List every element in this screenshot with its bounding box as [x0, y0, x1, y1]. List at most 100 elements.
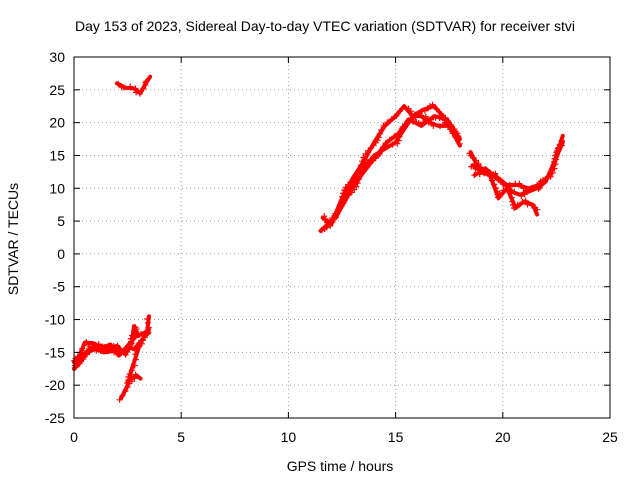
data-point [511, 205, 518, 212]
data-point [496, 190, 503, 197]
data-point [122, 388, 129, 395]
data-point [140, 331, 147, 338]
data-point [144, 319, 151, 326]
x-tick-label: 0 [70, 429, 78, 445]
data-point [389, 141, 396, 148]
data-point [408, 112, 415, 119]
data-point [131, 375, 138, 382]
data-point [551, 165, 558, 172]
data-point [359, 158, 366, 165]
data-point [143, 78, 150, 85]
data-point [401, 121, 408, 128]
data-point [334, 210, 341, 217]
data-point [354, 180, 361, 187]
data-point [135, 343, 142, 350]
data-point [379, 144, 386, 151]
data-point [376, 130, 383, 137]
data-point [405, 117, 412, 124]
data-point [133, 346, 140, 353]
data-point [543, 175, 550, 182]
data-point [359, 168, 366, 175]
data-point [549, 169, 556, 176]
data-point [552, 161, 559, 168]
data-point [140, 85, 147, 92]
data-point [476, 171, 483, 178]
data-point [318, 227, 325, 234]
data-point [519, 199, 526, 206]
data-point [351, 186, 358, 193]
data-point [340, 190, 347, 197]
data-point [132, 85, 139, 92]
data-point [115, 80, 122, 87]
data-point [71, 362, 78, 369]
data-point [433, 106, 440, 113]
data-point [322, 216, 329, 223]
y-axis-label: SDTVAR / TECUs [5, 183, 21, 295]
series-late-C [333, 114, 461, 221]
data-point [534, 206, 541, 213]
data-point [480, 169, 487, 176]
data-point [84, 351, 91, 358]
data-point [507, 190, 514, 197]
y-tick-label: -10 [45, 312, 65, 328]
series-early-F [124, 371, 143, 386]
data-point [454, 130, 461, 137]
data-point [378, 126, 385, 133]
series-trace [125, 373, 143, 384]
data-point [126, 344, 133, 351]
data-point [416, 110, 423, 117]
data-point [419, 119, 426, 126]
data-point [362, 164, 369, 171]
data-point [140, 337, 147, 344]
data-point [495, 194, 502, 201]
data-point [119, 392, 126, 399]
data-point [511, 189, 518, 196]
data-point [442, 114, 449, 121]
data-point [127, 83, 134, 90]
data-point [347, 179, 354, 186]
data-point [475, 160, 482, 167]
data-point [362, 150, 369, 157]
data-point [357, 172, 364, 179]
plot-frame [73, 56, 611, 419]
data-point [509, 198, 516, 205]
series-early-D [71, 327, 151, 369]
y-tick-label: 5 [57, 213, 65, 229]
data-series [71, 74, 565, 403]
data-point [120, 84, 127, 91]
data-point [553, 152, 560, 159]
x-tick-label: 10 [281, 429, 297, 445]
data-point [490, 171, 497, 178]
data-point [426, 102, 433, 109]
y-tick-label: 20 [49, 115, 65, 131]
data-point [451, 126, 458, 133]
data-point [488, 177, 495, 184]
series-late-F [471, 140, 565, 193]
x-tick-label: 5 [177, 429, 185, 445]
data-point [353, 183, 360, 190]
data-point [518, 193, 525, 200]
data-point [506, 181, 513, 188]
data-point [382, 140, 389, 147]
data-point [508, 194, 515, 201]
data-point [520, 185, 527, 192]
x-tick-label: 20 [495, 429, 511, 445]
data-point [131, 362, 138, 369]
axis-ticks: 0 5 10 15 20 25 -25 -20 -15 -10 -5 0 5 10 15 20 25 30 [45, 49, 618, 445]
data-point [421, 107, 428, 114]
data-point [101, 344, 108, 351]
x-tick-label: 15 [388, 429, 404, 445]
y-tick-label: 0 [57, 246, 65, 262]
data-point [138, 340, 145, 347]
data-point [360, 154, 367, 161]
data-point [436, 123, 443, 130]
data-point [384, 119, 391, 126]
data-point [323, 219, 330, 226]
data-point [369, 157, 376, 164]
data-point [473, 157, 480, 164]
data-point [547, 173, 554, 180]
data-point [357, 162, 364, 169]
data-point [355, 176, 362, 183]
data-point [521, 191, 528, 198]
series-early-A [114, 74, 153, 97]
